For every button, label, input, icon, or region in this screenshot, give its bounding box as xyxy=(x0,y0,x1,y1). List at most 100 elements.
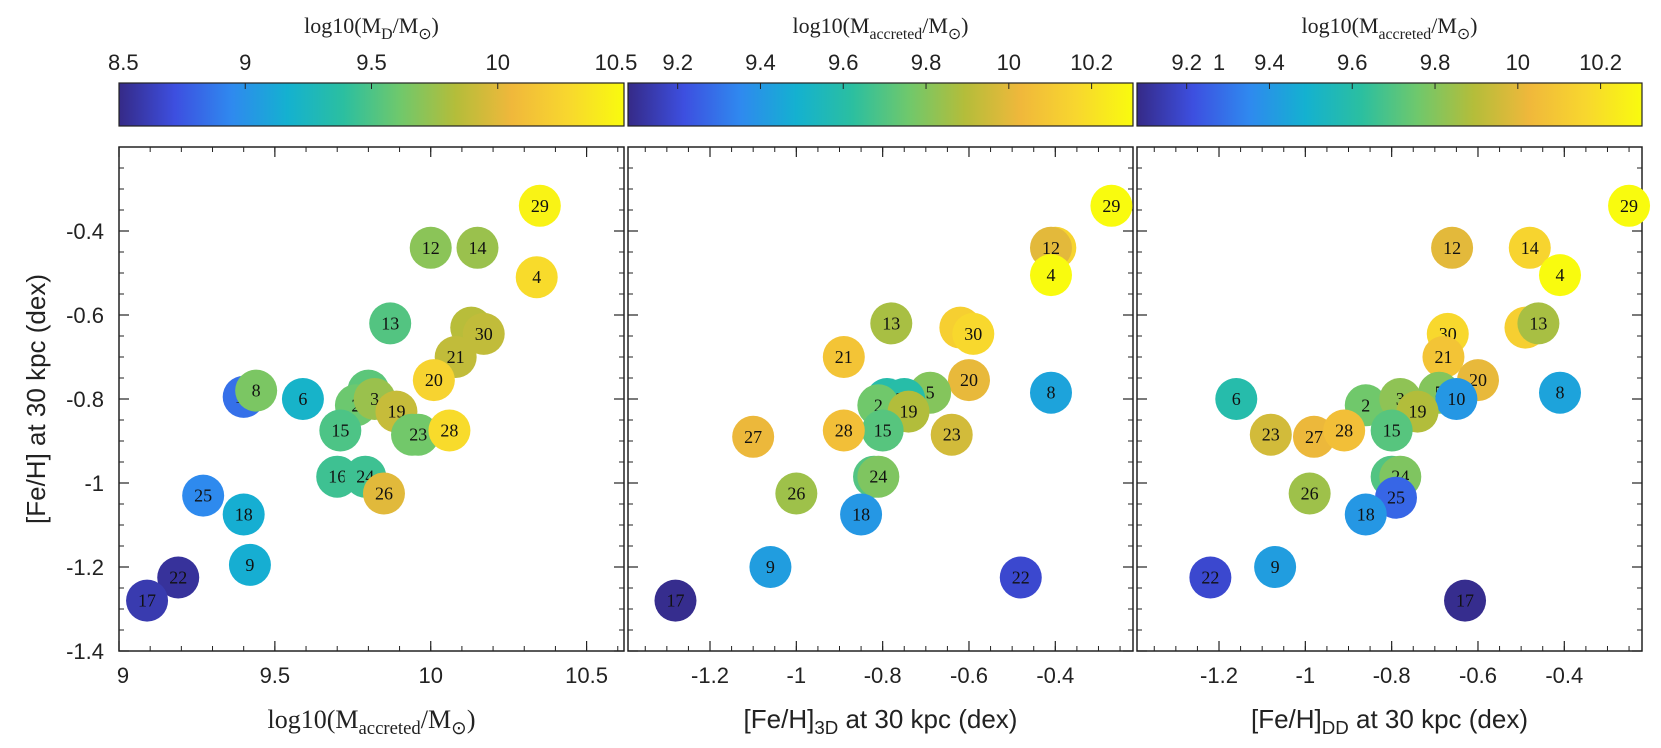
data-point: 28 xyxy=(428,409,471,452)
data-point-marker xyxy=(369,302,412,345)
data-point-label: 26 xyxy=(1301,484,1319,504)
data-point-label: 21 xyxy=(835,347,853,367)
data-point-marker xyxy=(654,579,697,622)
data-point-marker xyxy=(1435,378,1478,420)
data-point-label: 15 xyxy=(1383,421,1401,441)
data-point-label: 8 xyxy=(1555,383,1564,403)
colorbar-2 xyxy=(627,82,1134,127)
data-point: 23 xyxy=(397,413,440,456)
colorbar-tick-label: 8.5 xyxy=(108,50,139,75)
data-point-label: 23 xyxy=(1262,425,1280,445)
data-point-label: 4 xyxy=(1555,265,1564,285)
data-point-marker xyxy=(157,556,200,599)
data-point-label: 12 xyxy=(1042,238,1060,258)
data-point: 29 xyxy=(1608,184,1651,227)
data-point-marker xyxy=(1029,371,1072,414)
data-point: 20 xyxy=(947,359,990,402)
data-point-marker xyxy=(1215,378,1258,420)
data-point-label: 4 xyxy=(1046,265,1055,285)
colorbar-tick-label: 9.8 xyxy=(911,50,942,75)
x-tick-label: 10.5 xyxy=(565,663,608,688)
data-point-marker xyxy=(1323,409,1366,452)
data-point-label: 9 xyxy=(766,557,775,577)
data-point-label: 20 xyxy=(960,370,978,390)
data-point: 14 xyxy=(456,226,499,269)
data-point-label: 28 xyxy=(440,421,458,441)
data-point-marker xyxy=(281,378,324,420)
data-point-label: 8 xyxy=(1046,383,1055,403)
data-point-marker xyxy=(1254,546,1297,588)
data-point-label: 8 xyxy=(252,381,261,401)
data-point: 12 xyxy=(1431,226,1474,269)
data-point-marker xyxy=(1249,413,1292,456)
data-point-label: 2 xyxy=(874,395,883,415)
data-point-label: 10 xyxy=(1447,389,1465,409)
x-tick-label: -1.2 xyxy=(691,663,729,688)
colorbar-title: log10(Maccreted/M⊙) xyxy=(1302,13,1478,43)
data-point-marker xyxy=(947,359,990,402)
colorbar-tick-label: 9.6 xyxy=(828,50,859,75)
data-point: 24 xyxy=(857,455,900,498)
data-point-label: 2 xyxy=(1361,395,1370,415)
x-tick-label: 10 xyxy=(418,663,442,688)
data-point-marker xyxy=(1029,254,1072,297)
data-point: 4 xyxy=(1538,254,1581,297)
colorbar-tick-label: 9.5 xyxy=(356,50,387,75)
data-point-label: 22 xyxy=(1201,568,1219,588)
data-point-label: 12 xyxy=(1443,238,1461,258)
data-point-marker xyxy=(1189,556,1232,599)
data-point-label: 14 xyxy=(468,238,486,258)
data-point-label: 17 xyxy=(1456,591,1474,611)
data-point-marker xyxy=(1517,302,1560,345)
data-point-label: 6 xyxy=(298,389,307,409)
data-point-label: 24 xyxy=(869,467,887,487)
data-point: 21 xyxy=(822,336,865,378)
data-point-label: 13 xyxy=(1529,313,1547,333)
data-point: 15 xyxy=(861,409,904,452)
data-point: 23 xyxy=(930,413,973,456)
data-point-label: 28 xyxy=(835,421,853,441)
data-point-label: 5 xyxy=(926,383,935,403)
data-point-marker xyxy=(749,546,792,588)
data-point-marker xyxy=(515,256,558,299)
data-point-marker xyxy=(930,413,973,456)
data-point: 28 xyxy=(1323,409,1366,452)
data-point: 6 xyxy=(1215,378,1258,420)
data-point: 20 xyxy=(412,359,455,402)
colorbar-tick-label: 10.5 xyxy=(595,50,638,75)
y-tick-label: -0.8 xyxy=(66,387,104,412)
data-point-marker xyxy=(1444,579,1487,622)
data-point-label: 25 xyxy=(194,486,212,506)
panel-1: 8.5 9 9.5 10 10.5 log10(MD/M⊙) 9 9.5 10 10.5 -1.4 -… xyxy=(21,13,637,739)
data-point-marker xyxy=(462,312,505,355)
data-point-marker xyxy=(518,184,561,227)
data-point-marker xyxy=(182,474,225,517)
x-tick-label: -0.4 xyxy=(1545,663,1583,688)
data-point-marker xyxy=(822,409,865,452)
data-point-label: 9 xyxy=(245,555,254,575)
y-tick-label: -1.4 xyxy=(66,639,104,664)
colorbar-tick-label: 10 xyxy=(1506,50,1530,75)
x-axis-title: [Fe/H]DD at 30 kpc (dex) xyxy=(1251,704,1528,738)
x-tick-label: 9.5 xyxy=(260,663,291,688)
x-tick-label: -1 xyxy=(787,663,807,688)
data-point-label: 3 xyxy=(1396,389,1405,409)
panel-2: 9.2 9.4 9.6 9.8 10 10.2 log10(Maccreted/M⊙) -1.… xyxy=(627,13,1134,738)
colorbar-tick-label: 10.2 xyxy=(1070,50,1113,75)
data-point-marker xyxy=(952,312,995,355)
y-tick-label: -1 xyxy=(84,471,104,496)
data-point: 29 xyxy=(1090,184,1133,227)
data-point-label: 4 xyxy=(532,267,541,287)
data-point-marker xyxy=(409,226,452,269)
data-point-marker xyxy=(126,579,169,622)
data-point-label: 19 xyxy=(387,402,405,422)
data-point: 13 xyxy=(369,302,412,345)
data-point-label: 29 xyxy=(1620,196,1638,216)
data-point-label: 15 xyxy=(874,421,892,441)
data-point-marker xyxy=(840,493,883,536)
data-point-label: 17 xyxy=(666,591,684,611)
x-tick-label: -0.4 xyxy=(1036,663,1074,688)
data-point-label: 19 xyxy=(1409,402,1427,422)
data-point-label: 14 xyxy=(1521,238,1539,258)
